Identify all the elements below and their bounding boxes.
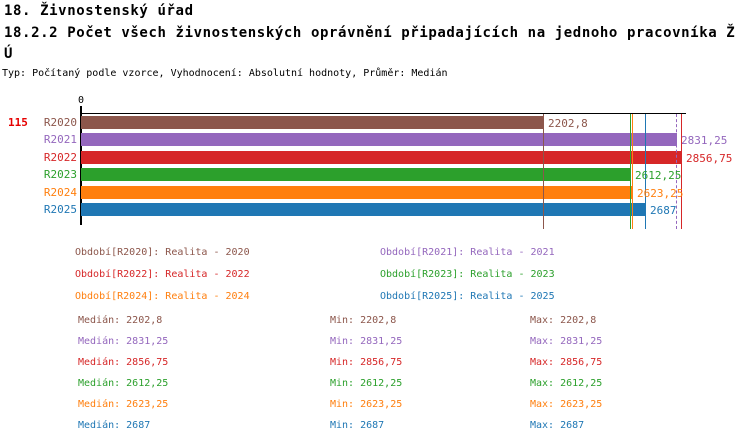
bar xyxy=(81,168,631,182)
stat-min: Min: 2831,25 xyxy=(330,336,403,347)
y-axis-line xyxy=(80,106,82,225)
legend-item: Období[R2023]: Realita - 2023 xyxy=(380,269,555,280)
stat-max: Max: 2202,8 xyxy=(530,315,597,326)
bar-row-label: R2023 xyxy=(43,168,77,182)
report-subtitle-line-2: Ú xyxy=(4,46,14,62)
bar-value-label: 2623,25 xyxy=(637,186,684,200)
report-meta: Typ: Počítaný podle vzorce, Vyhodnocení:… xyxy=(2,68,448,79)
median-marker-line xyxy=(632,114,633,229)
median-marker-line xyxy=(543,114,544,229)
bar-value-label: 2612,25 xyxy=(635,169,682,183)
stat-median: Medián: 2612,25 xyxy=(78,378,169,389)
chart-count-label: 115 xyxy=(8,116,28,129)
stat-max: Max: 2856,75 xyxy=(530,357,603,368)
x-axis-line xyxy=(80,113,686,114)
median-marker-line xyxy=(681,114,682,229)
median-marker-line xyxy=(676,114,677,229)
median-marker-line xyxy=(630,114,631,229)
stat-max: Max: 2612,25 xyxy=(530,378,603,389)
stat-median: Medián: 2856,75 xyxy=(78,357,169,368)
legend-item: Období[R2020]: Realita - 2020 xyxy=(75,247,250,258)
stat-max: Max: 2687 xyxy=(530,420,585,431)
bar xyxy=(81,150,682,164)
stat-min: Min: 2202,8 xyxy=(330,315,397,326)
bar-row-label: R2021 xyxy=(43,133,77,147)
legend-item: Období[R2024]: Realita - 2024 xyxy=(75,291,250,302)
bar-value-label: 2687 xyxy=(650,204,677,217)
stat-median: Medián: 2687 xyxy=(78,420,151,431)
stat-min: Min: 2687 xyxy=(330,420,385,431)
stat-min: Min: 2623,25 xyxy=(330,399,403,410)
legend-item: Období[R2022]: Realita - 2022 xyxy=(75,269,250,280)
bar xyxy=(81,116,544,129)
bar xyxy=(81,185,633,199)
report-subtitle-line-1: 18.2.2 Počet všech živnostenských oprávn… xyxy=(4,25,736,41)
bar-row-label: R2025 xyxy=(43,203,77,216)
legend-item: Období[R2021]: Realita - 2021 xyxy=(380,247,555,258)
bar-value-label: 2856,75 xyxy=(686,151,733,165)
legend-item: Období[R2025]: Realita - 2025 xyxy=(380,291,555,302)
bar-row-label: R2024 xyxy=(43,185,77,199)
median-marker-line xyxy=(645,114,646,229)
bar xyxy=(81,203,646,216)
stat-median: Medián: 2202,8 xyxy=(78,315,163,326)
stat-median: Medián: 2831,25 xyxy=(78,336,169,347)
report-title: 18. Živnostenský úřad xyxy=(4,3,194,19)
bar-row-label: R2022 xyxy=(43,150,77,164)
stat-max: Max: 2831,25 xyxy=(530,336,603,347)
bar-value-label: 2202,8 xyxy=(548,117,588,130)
stat-min: Min: 2856,75 xyxy=(330,357,403,368)
bar-value-label: 2831,25 xyxy=(681,134,728,148)
stat-min: Min: 2612,25 xyxy=(330,378,403,389)
stat-max: Max: 2623,25 xyxy=(530,399,603,410)
stat-median: Medián: 2623,25 xyxy=(78,399,169,410)
x-axis-zero-tick-label: 0 xyxy=(77,95,85,106)
bar xyxy=(81,133,677,147)
bar-row-label: R2020 xyxy=(43,116,77,129)
